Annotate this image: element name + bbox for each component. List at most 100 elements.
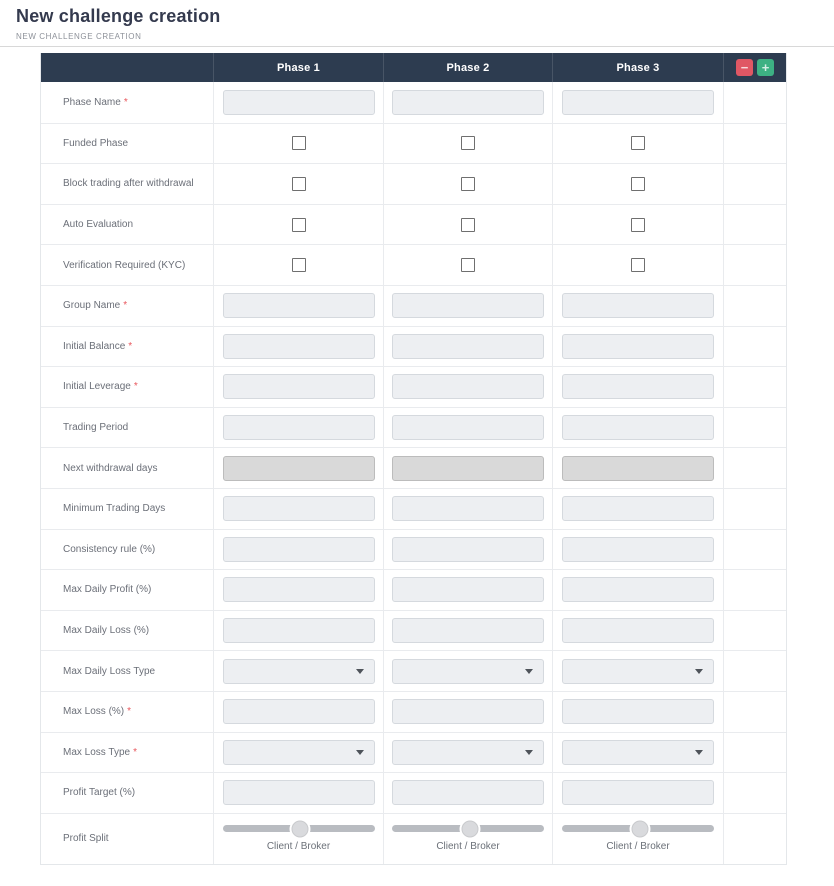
required-marker: * [133, 746, 137, 758]
profit-split-slider-handle-phase-1[interactable] [291, 820, 309, 838]
row-label: Phase Name [63, 96, 121, 108]
max-daily-loss-input-phase-2[interactable] [392, 618, 544, 644]
table-row-minimum-trading-days: Minimum Trading Days [41, 487, 786, 529]
row-label: Initial Balance [63, 340, 126, 352]
max-loss-type-select-phase-2[interactable] [392, 739, 544, 765]
profit-split-slider-handle-phase-2[interactable] [461, 820, 479, 838]
consistency-rule-input-phase-3[interactable] [562, 536, 714, 562]
max-daily-loss-input-phase-3[interactable] [562, 618, 714, 644]
funded-phase-checkbox-phase-1[interactable] [291, 136, 306, 151]
profit-target-input-phase-2[interactable] [392, 780, 544, 806]
block-trading-after-withdrawal-checkbox-phase-1[interactable] [291, 176, 306, 191]
row-actions-cell [723, 326, 786, 367]
max-daily-profit-input-phase-2[interactable] [392, 577, 544, 603]
block-trading-after-withdrawal-checkbox-phase-3[interactable] [631, 176, 645, 191]
add-phase-button[interactable]: + [757, 59, 774, 76]
row-label-cell: Trading Period [41, 408, 213, 448]
funded-phase-checkbox-phase-2[interactable] [461, 136, 475, 151]
verification-required-kyc-checkbox-phase-1[interactable] [291, 258, 306, 273]
row-actions-cell [723, 82, 786, 123]
row-actions-cell [723, 651, 786, 691]
phase-name-input-phase-2[interactable] [392, 89, 544, 115]
row-label-cell: Max Daily Profit (%) [41, 570, 213, 610]
verification-required-kyc-checkbox-phase-3[interactable] [631, 258, 645, 273]
max-daily-loss-input-phase-1[interactable] [222, 618, 375, 644]
chevron-down-icon [525, 668, 533, 674]
max-daily-loss-type-select-phase-2[interactable] [392, 658, 544, 684]
verification-required-kyc-checkbox-phase-2[interactable] [461, 258, 475, 273]
auto-evaluation-checkbox-phase-1[interactable] [291, 217, 306, 232]
max-loss-input-phase-1[interactable] [222, 699, 375, 725]
auto-evaluation-checkbox-phase-2[interactable] [461, 217, 475, 232]
minimum-trading-days-input-phase-1[interactable] [222, 496, 375, 522]
row-label-cell: Initial Leverage * [41, 367, 213, 407]
initial-leverage-input-phase-2[interactable] [392, 374, 544, 400]
row-label-cell: Funded Phase [41, 124, 213, 164]
initial-balance-input-phase-1[interactable] [222, 333, 375, 359]
minimum-trading-days-input-phase-3[interactable] [562, 496, 714, 522]
initial-balance-input-phase-2[interactable] [392, 333, 544, 359]
minimum-trading-days-cell-phase-2 [383, 488, 552, 529]
max-loss-type-select-phase-1[interactable] [222, 739, 375, 765]
funded-phase-cell-phase-1 [213, 123, 383, 164]
next-withdrawal-days-cell-phase-3 [552, 448, 723, 488]
profit-split-slider-track-phase-2[interactable] [392, 820, 544, 838]
consistency-rule-input-phase-1[interactable] [222, 536, 375, 562]
consistency-rule-input-phase-2[interactable] [392, 536, 544, 562]
auto-evaluation-cell-phase-3 [552, 204, 723, 245]
max-daily-profit-cell-phase-2 [383, 570, 552, 610]
column-header-phase-2: Phase 2 [383, 53, 552, 82]
next-withdrawal-days-input-phase-1 [222, 455, 375, 481]
table-row-block-trading-after-withdrawal: Block trading after withdrawal [41, 163, 786, 204]
max-daily-loss-type-select-phase-1[interactable] [222, 658, 375, 684]
page-title: New challenge creation [16, 6, 221, 26]
block-trading-after-withdrawal-checkbox-phase-2[interactable] [461, 176, 475, 191]
row-label-cell: Group Name * [41, 286, 213, 326]
table-row-profit-target: Profit Target (%) [41, 772, 786, 813]
minimum-trading-days-input-phase-2[interactable] [392, 496, 544, 522]
initial-leverage-input-phase-3[interactable] [562, 374, 714, 400]
row-actions-cell [723, 245, 786, 285]
initial-balance-input-phase-3[interactable] [562, 333, 714, 359]
row-label-cell: Consistency rule (%) [41, 530, 213, 570]
profit-target-input-phase-1[interactable] [222, 780, 375, 806]
row-label-cell: Minimum Trading Days [41, 489, 213, 529]
table-row-max-daily-profit: Max Daily Profit (%) [41, 569, 786, 610]
consistency-rule-cell-phase-1 [213, 529, 383, 570]
row-label-cell: Auto Evaluation [41, 205, 213, 245]
initial-leverage-input-phase-1[interactable] [222, 374, 375, 400]
funded-phase-checkbox-phase-3[interactable] [631, 136, 645, 151]
auto-evaluation-checkbox-phase-3[interactable] [631, 217, 645, 232]
profit-split-slider-track-phase-3[interactable] [562, 820, 714, 838]
trading-period-input-phase-2[interactable] [392, 415, 544, 441]
column-header-actions: − + [723, 53, 786, 82]
max-loss-input-phase-3[interactable] [562, 699, 714, 725]
max-daily-profit-input-phase-3[interactable] [562, 577, 714, 603]
max-loss-type-select-phase-3[interactable] [562, 739, 714, 765]
row-actions-cell [723, 123, 786, 164]
group-name-input-phase-3[interactable] [562, 293, 714, 319]
next-withdrawal-days-input-phase-2 [392, 455, 544, 481]
row-label: Max Loss (%) [63, 706, 125, 718]
profit-split-slider-handle-phase-3[interactable] [631, 820, 649, 838]
auto-evaluation-cell-phase-2 [383, 204, 552, 245]
max-daily-profit-input-phase-1[interactable] [222, 577, 375, 603]
max-daily-loss-type-cell-phase-2 [383, 651, 552, 691]
max-loss-input-phase-2[interactable] [392, 699, 544, 725]
initial-balance-cell-phase-1 [213, 326, 383, 367]
remove-phase-button[interactable]: − [736, 59, 753, 76]
group-name-input-phase-1[interactable] [222, 293, 375, 319]
phase-name-input-phase-1[interactable] [222, 89, 375, 115]
max-daily-loss-type-select-phase-3[interactable] [562, 658, 714, 684]
chevron-down-icon [355, 668, 364, 674]
trading-period-input-phase-3[interactable] [562, 415, 714, 441]
profit-target-input-phase-3[interactable] [562, 780, 714, 806]
phase-name-input-phase-3[interactable] [562, 89, 714, 115]
block-trading-after-withdrawal-cell-phase-2 [383, 164, 552, 204]
phase-name-cell-phase-2 [383, 82, 552, 123]
group-name-input-phase-2[interactable] [392, 293, 544, 319]
max-daily-profit-cell-phase-3 [552, 570, 723, 610]
trading-period-input-phase-1[interactable] [222, 415, 375, 441]
profit-split-slider-track-phase-1[interactable] [222, 820, 375, 838]
row-actions-cell [723, 691, 786, 732]
